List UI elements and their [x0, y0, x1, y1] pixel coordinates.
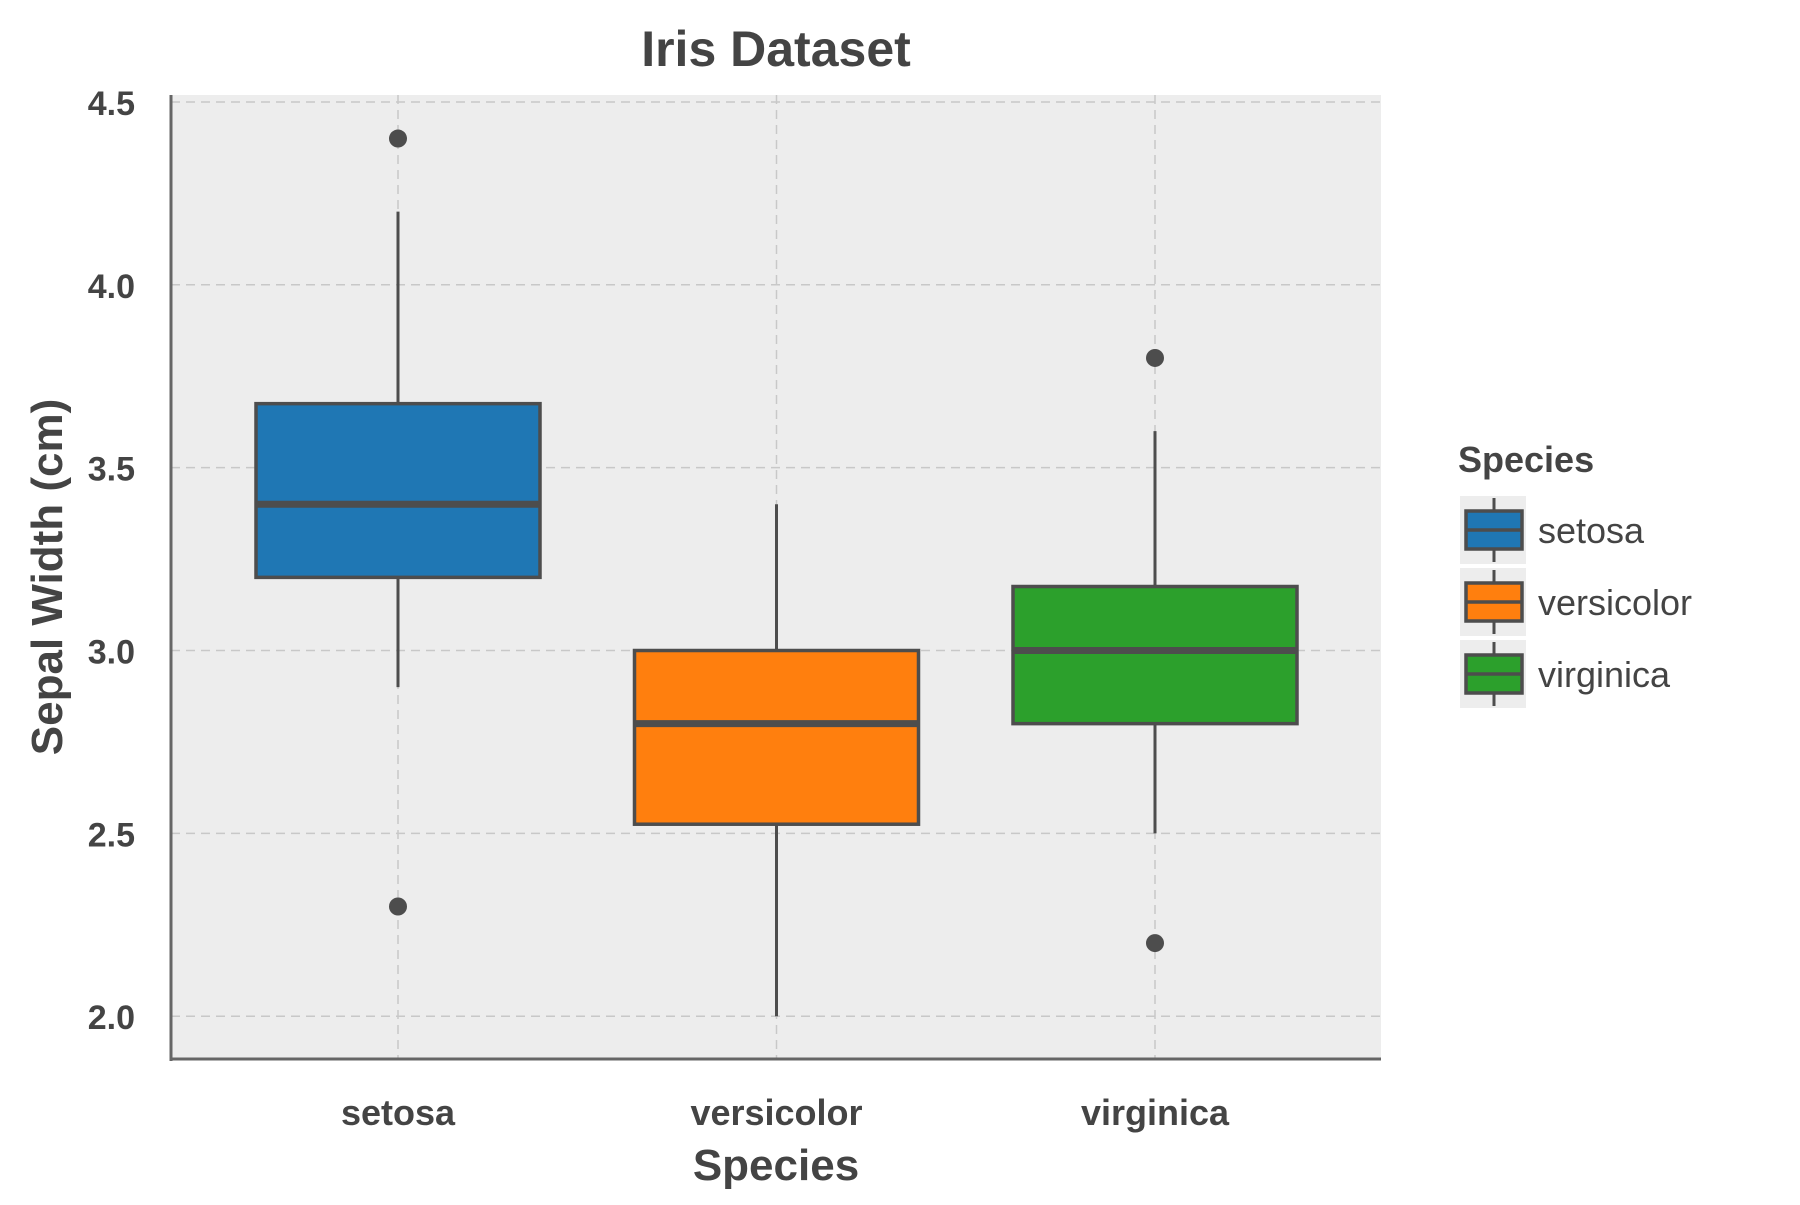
y-tick-labels: 2.0 2.5 3.0 3.5 4.0 4.5: [88, 85, 135, 1037]
y-tick-label: 4.0: [88, 268, 135, 306]
y-tick-label: 3.5: [88, 451, 135, 489]
legend-label: virginica: [1538, 654, 1671, 695]
x-tick-label: virginica: [1081, 1092, 1230, 1133]
y-tick-label: 4.5: [88, 85, 135, 123]
box-setosa: [254, 129, 542, 916]
outlier-point: [1146, 348, 1164, 367]
legend-label: versicolor: [1538, 582, 1692, 623]
outlier-point: [389, 897, 407, 916]
chart-title: Iris Dataset: [641, 21, 911, 77]
x-tick-label: setosa: [341, 1092, 456, 1133]
y-tick-label: 2.5: [88, 816, 135, 854]
legend-title: Species: [1458, 439, 1594, 480]
y-tick-label: 3.0: [88, 634, 135, 672]
outlier-point: [1146, 934, 1164, 953]
x-tick-label: versicolor: [690, 1092, 862, 1133]
x-axis-label: Species: [693, 1141, 859, 1190]
x-tick-labels: setosa versicolor virginica: [341, 1092, 1230, 1133]
box-virginica: [1011, 348, 1299, 953]
box-versicolor: [632, 504, 921, 1017]
y-axis-label: Sepal Width (cm): [23, 399, 72, 756]
iqr-box: [254, 401, 542, 580]
legend: Species setosa versicolor virginica: [1458, 439, 1692, 708]
boxes: [254, 129, 1299, 1017]
iqr-box: [1011, 584, 1299, 726]
y-tick-label: 2.0: [88, 999, 135, 1037]
outlier-point: [389, 129, 407, 148]
legend-label: setosa: [1538, 510, 1645, 551]
iqr-box: [632, 648, 921, 826]
